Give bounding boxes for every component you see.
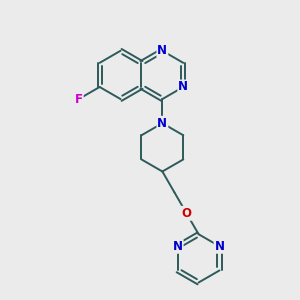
- Text: N: N: [178, 80, 188, 94]
- Text: N: N: [214, 240, 224, 253]
- Text: F: F: [75, 93, 83, 106]
- Text: N: N: [173, 240, 183, 253]
- Text: N: N: [158, 117, 167, 130]
- Text: N: N: [158, 44, 167, 57]
- Text: O: O: [182, 207, 191, 220]
